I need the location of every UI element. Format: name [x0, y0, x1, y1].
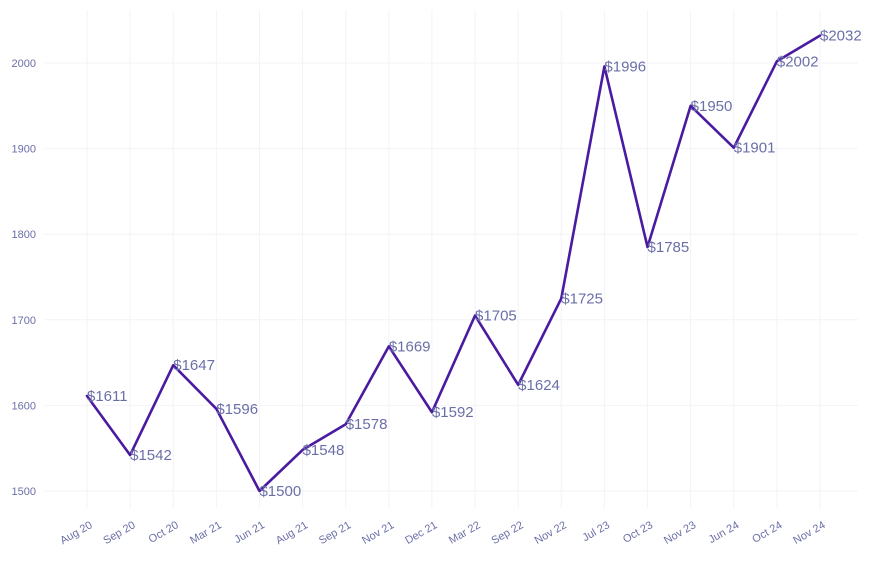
- y-tick-label: 1600: [12, 400, 36, 412]
- y-tick-label: 1800: [12, 229, 36, 241]
- data-label: $1785: [648, 239, 690, 256]
- x-tick-label: Dec 21: [403, 519, 439, 547]
- data-label: $1578: [346, 416, 388, 433]
- data-label: $1611: [87, 388, 128, 405]
- x-tick-label: Nov 24: [791, 519, 827, 547]
- data-label: $1647: [173, 357, 215, 374]
- x-tick-label: Mar 21: [188, 519, 224, 547]
- x-tick-label: Nov 22: [533, 519, 569, 547]
- x-tick-label: Aug 21: [274, 519, 310, 547]
- data-label: $2002: [777, 53, 819, 70]
- series-line: [85, 34, 822, 493]
- data-label: $1624: [518, 377, 560, 394]
- data-label: $1542: [130, 447, 172, 464]
- y-axis-ticks: 1500 1600 1700 1800 1900 2000: [12, 58, 36, 498]
- data-label: $1548: [303, 442, 345, 459]
- x-tick-label: Mar 22: [447, 519, 483, 547]
- data-label: $1725: [561, 290, 603, 307]
- data-labels: $1611 $1542 $1647 $1596 $1500 $1548$1578 $1669…: [87, 28, 862, 500]
- grid-layer: [45, 10, 858, 508]
- y-tick-label: 1900: [12, 144, 36, 156]
- data-label: $1596: [216, 401, 258, 418]
- data-label: $2032: [820, 28, 862, 45]
- y-tick-label: 1500: [12, 486, 36, 498]
- data-label: $1705: [475, 308, 517, 325]
- x-tick-label: Jun 21: [232, 519, 267, 546]
- x-tick-label: Sep 22: [489, 519, 525, 547]
- y-tick-label: 2000: [12, 58, 36, 70]
- data-label: $1901: [734, 140, 776, 157]
- x-tick-label: Oct 20: [147, 519, 181, 546]
- data-label: $1592: [432, 404, 474, 421]
- x-tick-label: Nov 21: [360, 519, 396, 547]
- data-label: $1996: [604, 58, 646, 75]
- series-layer: [85, 34, 822, 493]
- data-label: $1669: [389, 338, 431, 355]
- y-tick-label: 1700: [12, 315, 36, 327]
- x-tick-label: Aug 20: [58, 519, 94, 547]
- data-label: $1950: [691, 98, 733, 115]
- x-tick-label: Oct 23: [621, 519, 655, 546]
- x-tick-label: Sep 20: [101, 519, 137, 547]
- x-tick-label: Jun 24: [707, 519, 742, 546]
- x-axis-ticks: Aug 20 Sep 20 Oct 20 Mar 21 Jun 21 Aug 21 Sep …: [58, 519, 827, 547]
- data-label: $1500: [259, 483, 301, 500]
- x-tick-label: Nov 23: [662, 519, 698, 547]
- x-tick-label: Sep 21: [317, 519, 353, 547]
- x-tick-label: Oct 24: [750, 519, 784, 546]
- x-tick-label: Jul 23: [580, 519, 611, 544]
